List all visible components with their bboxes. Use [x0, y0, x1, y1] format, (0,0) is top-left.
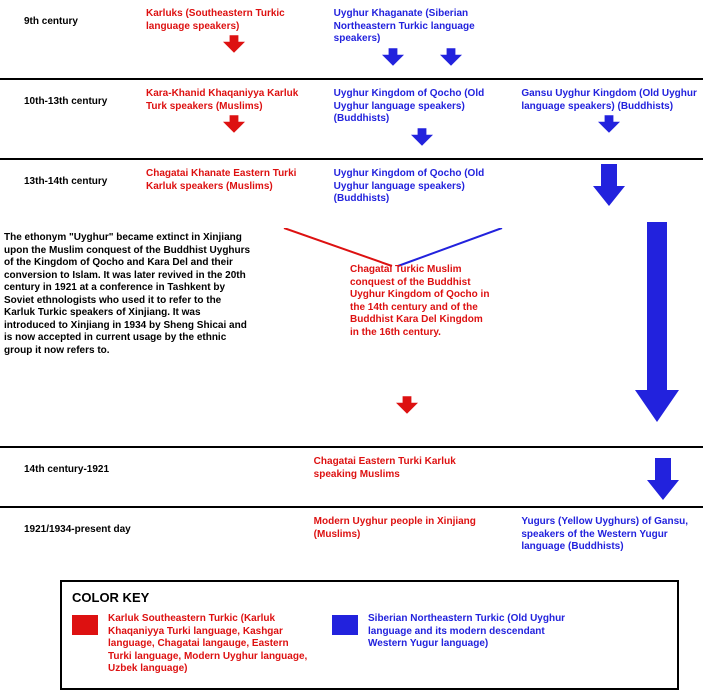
timeline-row-10-13: 10th-13th century Kara-Khanid Khaqaniyya…: [0, 80, 703, 160]
node-chagatai-muslims: Chagatai Eastern Turki Karluk speaking M…: [332, 456, 512, 498]
node-uyghur-khaganate: Uyghur Khaganate (Siberian Northeastern …: [332, 8, 512, 70]
node-modern-uyghur: Modern Uyghur people in Xinjiang (Muslim…: [332, 516, 512, 560]
merge-event-text: Chagatai Turkic Muslim conquest of the B…: [350, 264, 490, 339]
timeline-row-9th: 9th century Karluks (Southeastern Turkic…: [0, 0, 703, 80]
arrow-down-icon: [396, 396, 418, 419]
color-key-box: COLOR KEY Karluk Southeastern Turkic (Ka…: [60, 580, 679, 690]
cells: Chagatai Eastern Turki Karluk speaking M…: [144, 456, 699, 498]
arrow-down-icon: [223, 35, 245, 58]
node-gansu: Gansu Uyghur Kingdom (Old Uyghur languag…: [519, 88, 699, 150]
color-key-title: COLOR KEY: [72, 590, 667, 605]
node-qocho-2: Uyghur Kingdom of Qocho (Old Uyghur lang…: [332, 168, 512, 212]
timeline-row-13-14: 13th-14th century Chagatai Khanate Easte…: [0, 160, 703, 220]
node-yugurs: Yugurs (Yellow Uyghurs) of Gansu, speake…: [519, 516, 699, 560]
cells: Karluks (Southeastern Turkic language sp…: [144, 8, 699, 70]
gansu-continuation: [519, 168, 699, 212]
period-label: 13th-14th century: [4, 168, 144, 212]
color-key-row: Karluk Southeastern Turkic (Karluk Khaqa…: [72, 613, 667, 676]
cells: Modern Uyghur people in Xinjiang (Muslim…: [144, 516, 699, 560]
swatch-blue: [332, 615, 358, 635]
period-label: 1921/1934-present day: [4, 516, 144, 560]
arrow-down-icon: [598, 115, 620, 138]
swatch-red: [72, 615, 98, 635]
spacer: [144, 456, 324, 498]
legend-label-blue: Siberian Northeastern Turkic (Old Uyghur…: [368, 613, 568, 676]
arrow-down-icon: [635, 222, 679, 427]
split-arrows: [382, 46, 462, 71]
legend-item-blue: Siberian Northeastern Turkic (Old Uyghur…: [332, 613, 568, 676]
node-chagatai-khanate: Chagatai Khanate Eastern Turki Karluk sp…: [144, 168, 324, 212]
arrow-down-icon: [593, 164, 625, 211]
merge-row: The ethonym "Uyghur" became extinct in X…: [0, 220, 703, 448]
node-kara-khanid: Kara-Khanid Khaqaniyya Karluk Turk speak…: [144, 88, 324, 150]
arrow-down-icon: [382, 48, 404, 71]
ethnonym-note: The ethonym "Uyghur" became extinct in X…: [4, 232, 254, 357]
spacer: [519, 8, 699, 70]
timeline-row-14-1921: 14th century-1921 Chagatai Eastern Turki…: [0, 448, 703, 508]
spacer: [144, 516, 324, 560]
cells: Kara-Khanid Khaqaniyya Karluk Turk speak…: [144, 88, 699, 150]
merge-lines-icon: [264, 228, 524, 268]
cells: Chagatai Khanate Eastern Turki Karluk sp…: [144, 168, 699, 212]
node-qocho-1: Uyghur Kingdom of Qocho (Old Uyghur lang…: [332, 88, 512, 150]
node-karluks: Karluks (Southeastern Turkic language sp…: [144, 8, 324, 70]
period-label: 10th-13th century: [4, 88, 144, 150]
arrow-down-icon: [440, 48, 462, 71]
legend-item-red: Karluk Southeastern Turkic (Karluk Khaqa…: [72, 613, 308, 676]
period-label: 9th century: [4, 8, 144, 70]
merge-area: The ethonym "Uyghur" became extinct in X…: [144, 228, 699, 438]
period-label: 14th century-1921: [4, 456, 144, 498]
legend-label-red: Karluk Southeastern Turkic (Karluk Khaqa…: [108, 613, 308, 676]
arrow-down-icon: [647, 458, 679, 505]
timeline-row-present: 1921/1934-present day Modern Uyghur peop…: [0, 508, 703, 568]
arrow-down-icon: [223, 115, 245, 138]
arrow-down-icon: [411, 128, 433, 151]
